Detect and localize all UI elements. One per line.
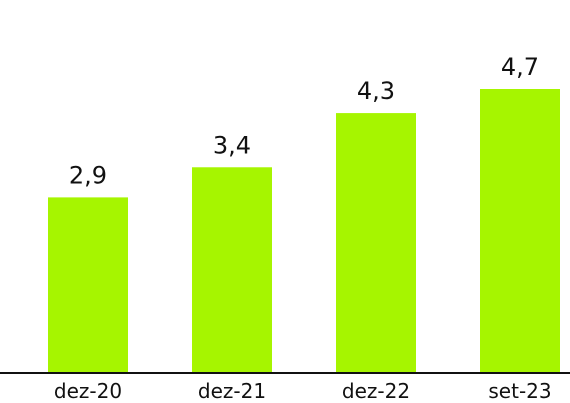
value-label: 4,7	[501, 53, 539, 81]
category-label: dez-22	[342, 379, 410, 403]
bar	[48, 197, 128, 372]
value-label: 4,3	[357, 77, 395, 105]
bar	[480, 89, 560, 372]
bar	[336, 113, 416, 372]
value-label: 2,9	[69, 161, 107, 189]
category-label: set-23	[488, 379, 551, 403]
bar	[192, 167, 272, 372]
value-label: 3,4	[213, 131, 251, 159]
category-label: dez-20	[54, 379, 122, 403]
category-label: dez-21	[198, 379, 266, 403]
